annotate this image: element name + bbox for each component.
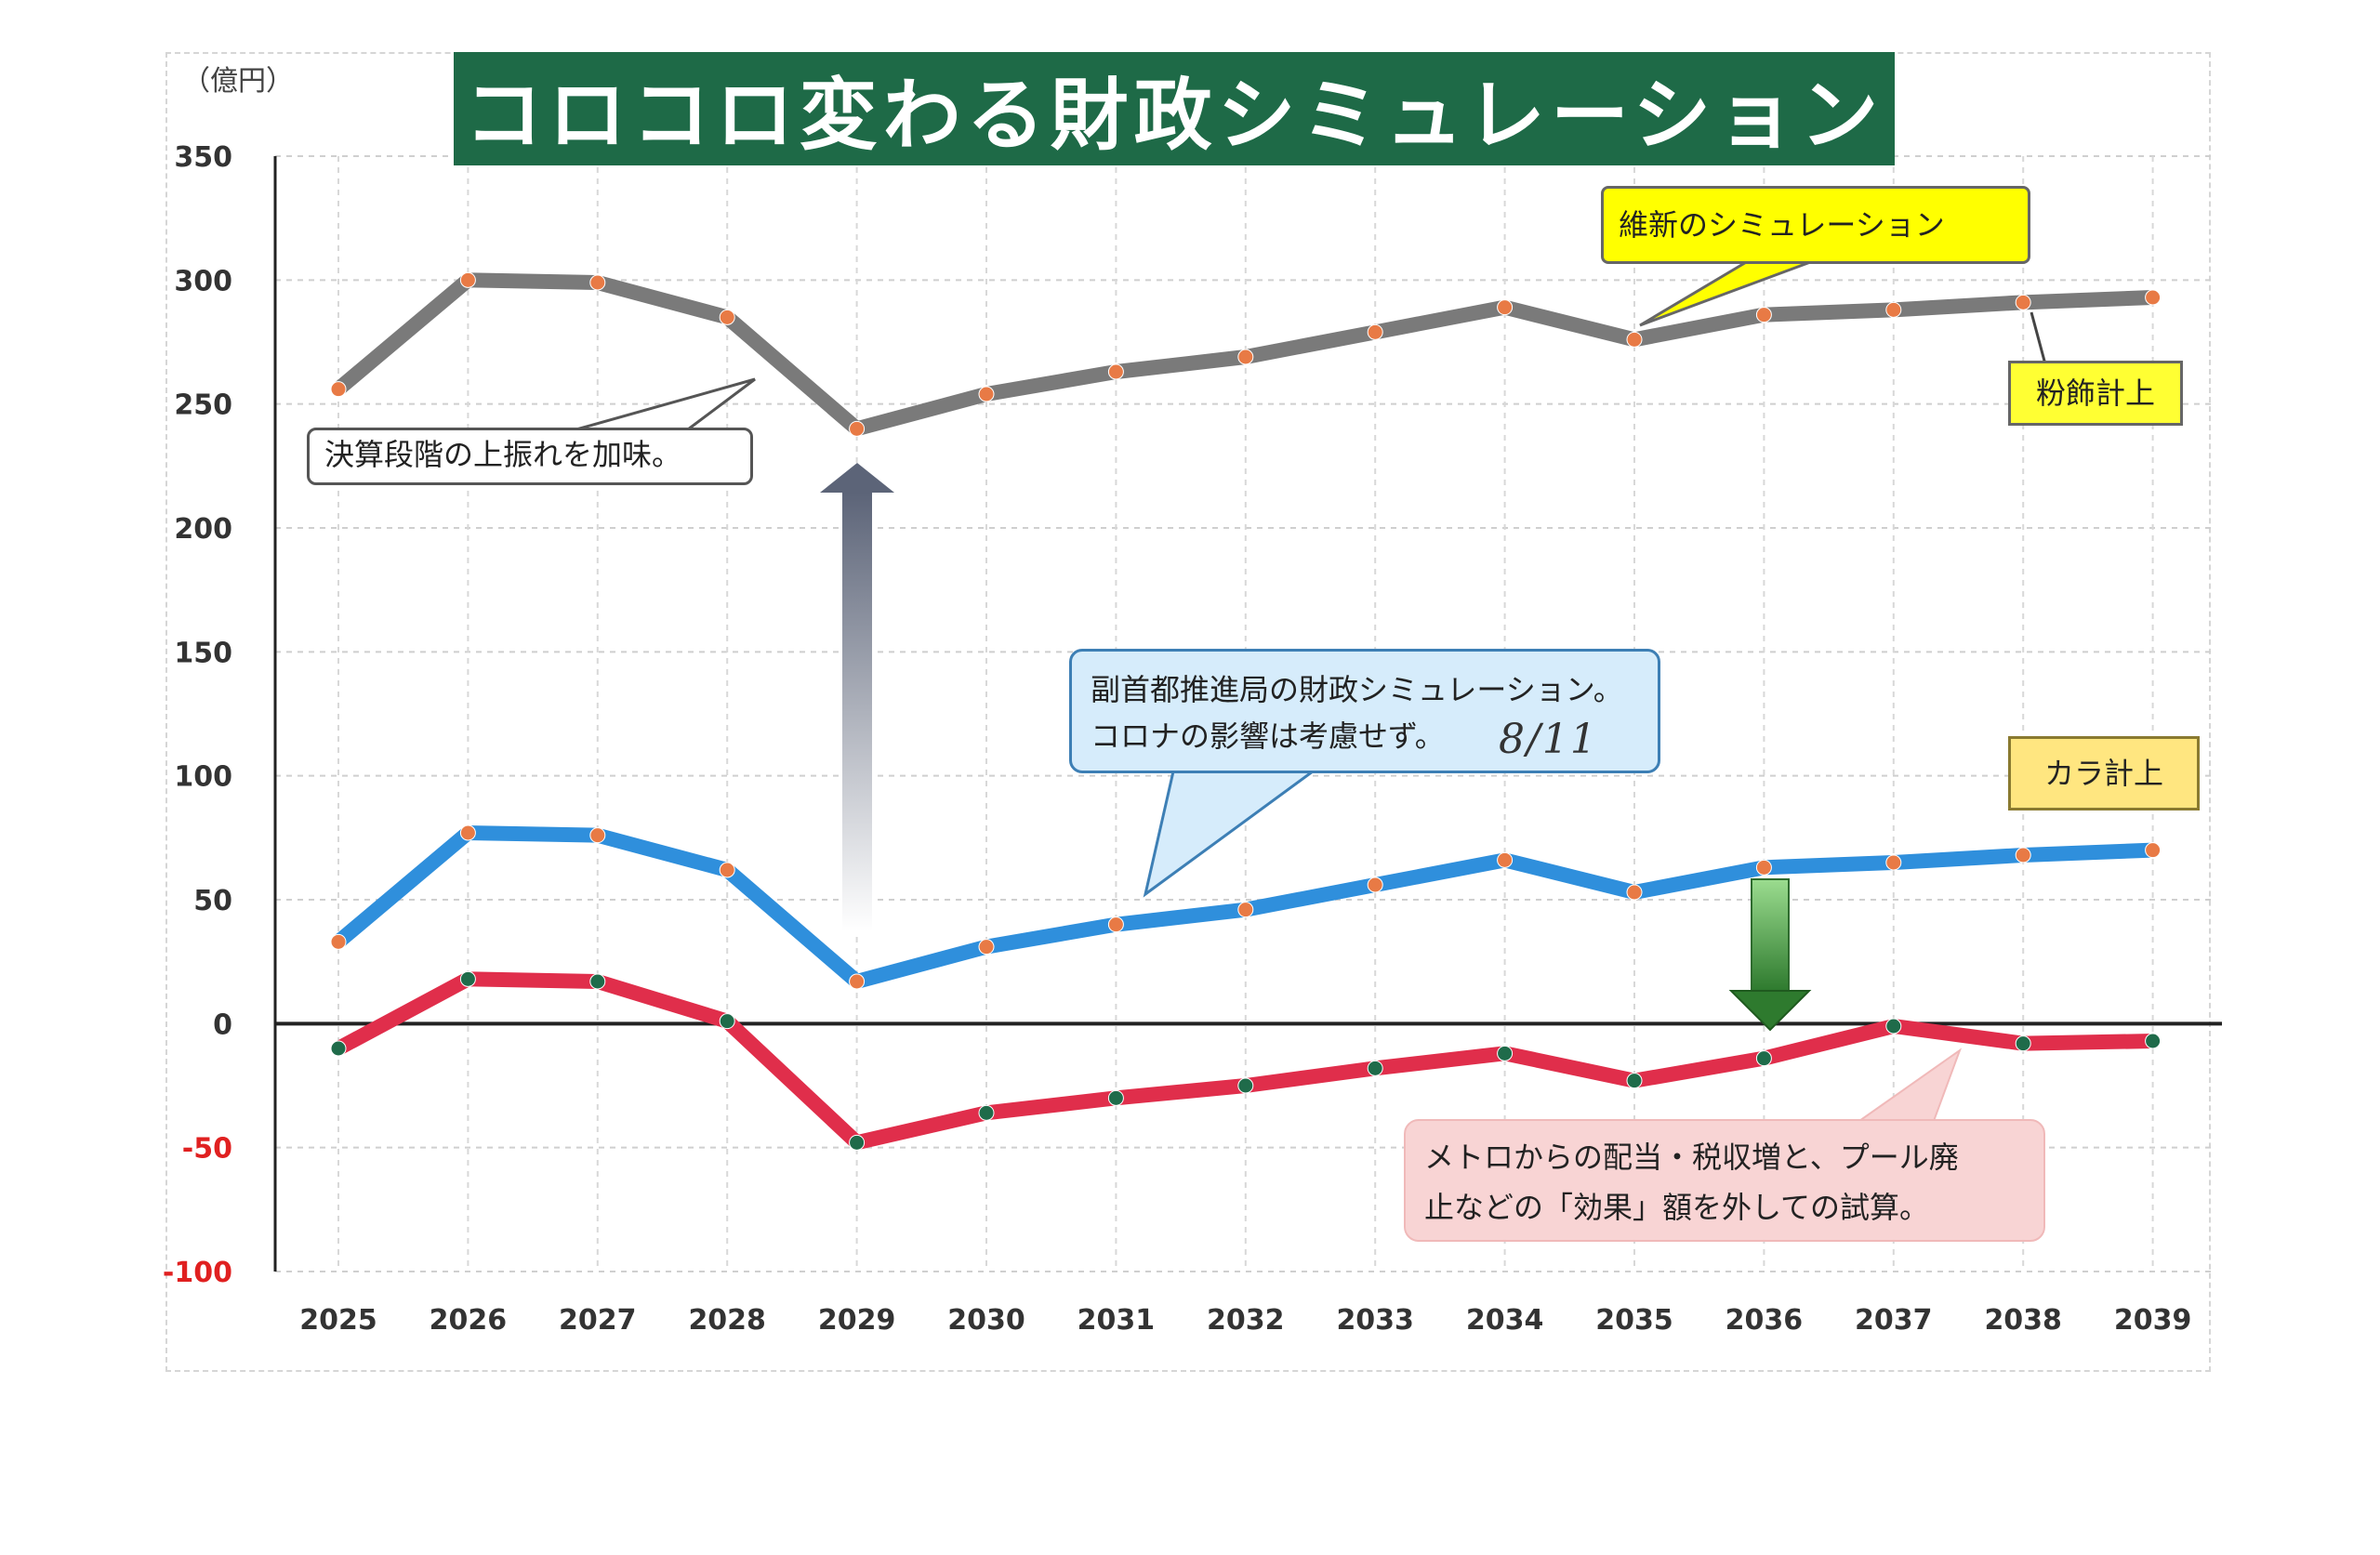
x-tick-label: 2030 — [947, 1304, 1025, 1337]
data-point-red — [2015, 1035, 2031, 1052]
x-tick-label: 2029 — [818, 1304, 896, 1337]
data-point-red — [1626, 1073, 1643, 1089]
data-point-gray — [589, 274, 606, 291]
data-point-gray — [719, 309, 735, 325]
data-point-red — [978, 1104, 995, 1121]
y-tick-label: 50 — [193, 885, 232, 917]
data-point-gray — [1885, 301, 1902, 318]
data-point-gray — [1367, 323, 1383, 340]
funshoku-pointer — [2030, 311, 2047, 365]
data-point-gray — [2145, 289, 2162, 306]
tick-labels: 350 300 250 200 150 100 50 0 -50 -100 2025 2026 2027… — [163, 141, 2191, 1337]
data-point-blue — [1237, 902, 1254, 918]
data-point-blue — [1626, 884, 1643, 901]
data-point-blue — [459, 824, 476, 841]
funshoku-label: 粉飾計上 — [2008, 361, 2183, 426]
data-point-red — [1237, 1077, 1254, 1094]
data-point-blue — [1885, 854, 1902, 871]
kara-label: カラ計上 — [2008, 736, 2200, 810]
x-tick-label: 2033 — [1336, 1304, 1414, 1337]
data-point-red — [2145, 1033, 2162, 1049]
data-point-red — [849, 1134, 866, 1151]
data-point-red — [1497, 1045, 1514, 1061]
data-point-blue — [330, 933, 347, 950]
metro-callout-tail — [1856, 1048, 1963, 1122]
data-point-gray — [330, 381, 347, 398]
ishin-callout: 維新のシミュレーション — [1601, 186, 2030, 264]
y-tick-label: 0 — [213, 1008, 232, 1041]
x-tick-label: 2028 — [688, 1304, 766, 1337]
data-point-red — [1885, 1018, 1902, 1034]
data-point-gray — [978, 386, 995, 402]
chart-title: コロコロ変わる財政シミュレーション — [454, 52, 1895, 165]
fukushuto-callout-tail — [1143, 770, 1317, 898]
unit-label: （億円） — [182, 65, 294, 98]
data-point-blue — [1367, 876, 1383, 893]
fukushuto-callout-line1: 副首都推進局の財政シミュレーション。 — [1091, 672, 1623, 707]
x-tick-label: 2027 — [559, 1304, 637, 1337]
data-point-gray — [849, 420, 866, 437]
x-tick-label: 2037 — [1855, 1304, 1933, 1337]
fukushuto-callout-line2: コロナの影響は考慮せず。 — [1091, 718, 1445, 754]
data-point-blue — [849, 973, 866, 990]
x-tick-label: 2025 — [299, 1304, 377, 1337]
data-point-red — [719, 1013, 735, 1030]
y-tick-label: -50 — [182, 1133, 232, 1166]
data-point-gray — [1237, 349, 1254, 365]
data-point-blue — [589, 827, 606, 844]
metro-callout-line1: メトロからの配当・税収増と、プール廃 — [1424, 1140, 1959, 1175]
data-point-red — [1755, 1050, 1772, 1067]
y-tick-label: 200 — [174, 513, 232, 546]
data-point-blue — [719, 862, 735, 878]
downward-arrow — [1728, 878, 1812, 1032]
data-point-blue — [2145, 842, 2162, 859]
x-tick-label: 2038 — [1984, 1304, 2062, 1337]
data-point-blue — [1497, 851, 1514, 868]
data-point-blue — [2015, 847, 2031, 863]
handwritten-date-note: 8/11 — [1499, 716, 1598, 763]
data-point-gray — [1497, 299, 1514, 316]
data-point-red — [589, 973, 606, 990]
data-point-red — [1367, 1060, 1383, 1076]
data-point-gray — [1107, 363, 1124, 380]
y-tick-label: -100 — [163, 1257, 232, 1289]
metro-callout-line2: 止などの「効果」額を外しての試算。 — [1424, 1190, 1930, 1225]
y-tick-label: 250 — [174, 389, 232, 422]
x-tick-label: 2035 — [1595, 1304, 1673, 1337]
data-point-blue — [1107, 916, 1124, 933]
x-tick-label: 2026 — [430, 1304, 508, 1337]
data-point-gray — [2015, 294, 2031, 310]
x-tick-label: 2036 — [1726, 1304, 1804, 1337]
data-point-blue — [1755, 859, 1772, 876]
x-tick-label: 2032 — [1207, 1304, 1285, 1337]
data-point-gray — [1626, 331, 1643, 348]
x-tick-label: 2031 — [1078, 1304, 1156, 1337]
settlement-callout: 決算段階の上振れを加味。 — [307, 428, 753, 485]
data-point-blue — [978, 939, 995, 955]
y-tick-label: 150 — [174, 637, 232, 669]
data-point-red — [459, 970, 476, 987]
data-point-gray — [459, 271, 476, 288]
y-tick-label: 350 — [174, 141, 232, 174]
series-markers — [330, 271, 2162, 1151]
y-tick-label: 100 — [174, 761, 232, 794]
data-point-red — [330, 1040, 347, 1057]
y-tick-label: 300 — [174, 265, 232, 297]
fukushuto-callout: 副首都推進局の財政シミュレーション。 コロナの影響は考慮せず。 — [1069, 649, 1660, 773]
metro-callout: メトロからの配当・税収増と、プール廃 止などの「効果」額を外しての試算。 — [1404, 1119, 2045, 1242]
x-tick-label: 2039 — [2114, 1304, 2192, 1337]
x-tick-label: 2034 — [1466, 1304, 1544, 1337]
data-point-red — [1107, 1089, 1124, 1106]
data-point-gray — [1755, 307, 1772, 323]
upward-arrow — [820, 463, 894, 931]
